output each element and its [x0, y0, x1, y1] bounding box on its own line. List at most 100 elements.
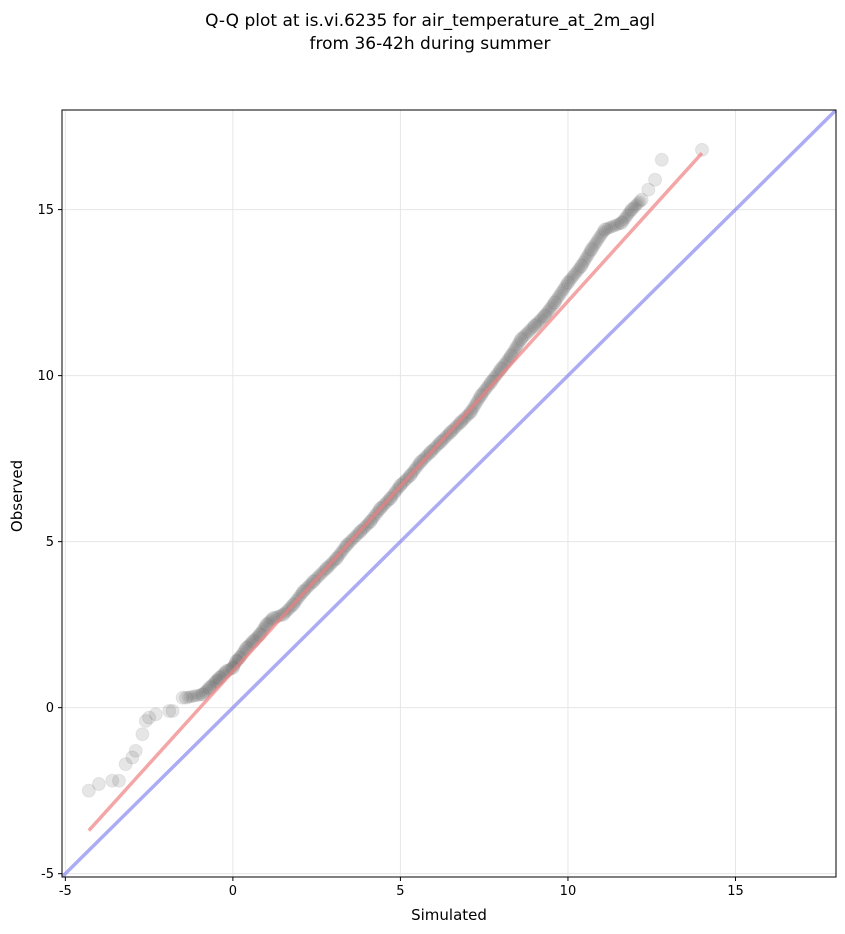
- data-point: [532, 315, 546, 329]
- data-point: [514, 332, 529, 347]
- data-point: [544, 301, 558, 315]
- data-point: [537, 308, 552, 323]
- data-point: [565, 271, 579, 285]
- data-point: [546, 297, 560, 311]
- axes-frame: [61, 109, 837, 878]
- y-tick-label: 0: [46, 701, 54, 716]
- data-point: [634, 192, 649, 207]
- data-point: [620, 209, 634, 223]
- data-point: [128, 743, 143, 758]
- data-point: [564, 272, 578, 286]
- data-point: [535, 312, 549, 326]
- data-point: [461, 408, 475, 422]
- plot-area: [62, 110, 836, 877]
- x-axis-label: Simulated: [411, 906, 487, 924]
- data-point: [573, 261, 587, 275]
- y-tick-label: -5: [41, 867, 54, 882]
- data-point: [91, 777, 106, 792]
- data-point: [175, 690, 190, 705]
- data-point: [572, 262, 586, 276]
- data-point: [626, 201, 640, 215]
- data-point: [550, 292, 564, 306]
- data-point: [554, 287, 568, 301]
- data-point: [142, 710, 157, 725]
- data-point: [648, 172, 663, 187]
- data-point: [105, 773, 120, 788]
- x-tick-label: 0: [229, 884, 237, 899]
- data-point: [594, 228, 608, 242]
- data-point: [605, 220, 619, 234]
- y-tick-label: 10: [37, 369, 54, 384]
- data-point: [613, 217, 627, 231]
- data-point: [587, 239, 601, 253]
- data-point: [581, 248, 595, 262]
- data-point: [588, 237, 602, 251]
- data-point: [513, 334, 527, 348]
- data-point: [529, 317, 543, 331]
- data-point: [629, 198, 643, 212]
- data-point: [506, 345, 520, 359]
- data-point: [533, 313, 547, 327]
- y-tick-label: 5: [46, 535, 54, 550]
- data-point: [562, 274, 576, 288]
- data-point: [225, 660, 240, 675]
- data-point: [178, 690, 193, 705]
- data-point: [568, 267, 582, 281]
- data-point: [125, 750, 140, 765]
- chart-subtitle: from 36-42h during summer: [310, 34, 551, 54]
- data-point: [516, 331, 530, 345]
- data-point: [623, 204, 637, 218]
- data-point: [586, 241, 600, 255]
- data-point: [165, 703, 180, 718]
- data-point: [624, 202, 639, 217]
- data-point: [556, 283, 570, 297]
- y-axis-label: Observed: [8, 460, 26, 532]
- data-point: [200, 683, 214, 697]
- data-point: [557, 281, 571, 295]
- data-point: [520, 326, 534, 340]
- data-point: [462, 407, 476, 421]
- fit-line: [87, 151, 704, 832]
- data-point: [135, 727, 150, 742]
- data-point: [616, 214, 630, 228]
- data-point: [545, 299, 559, 313]
- data-point: [578, 254, 592, 268]
- data-point: [579, 252, 593, 266]
- data-point: [566, 269, 580, 283]
- data-point: [603, 220, 617, 234]
- y-tick-label: 15: [37, 203, 54, 218]
- data-point: [570, 264, 584, 278]
- data-point: [654, 152, 669, 167]
- data-point: [627, 200, 641, 214]
- data-point: [465, 403, 479, 417]
- identity-line: [62, 110, 836, 877]
- data-point: [549, 294, 563, 308]
- data-point: [543, 302, 557, 316]
- data-point: [523, 323, 537, 337]
- data-point: [508, 341, 522, 355]
- data-point: [521, 325, 535, 339]
- data-point: [577, 255, 591, 269]
- data-point: [574, 259, 589, 274]
- data-point: [600, 222, 614, 236]
- data-point: [194, 688, 208, 702]
- data-point: [589, 235, 603, 249]
- data-point: [559, 279, 573, 293]
- data-point: [195, 687, 210, 702]
- data-point: [189, 689, 203, 703]
- data-point: [162, 703, 177, 718]
- data-point: [592, 232, 606, 246]
- data-point: [552, 288, 566, 302]
- data-point: [480, 380, 494, 394]
- data-point: [618, 211, 632, 225]
- data-point: [198, 685, 212, 699]
- data-point: [614, 215, 629, 230]
- x-tick-label: 5: [396, 884, 404, 899]
- x-tick-label: -5: [59, 884, 72, 899]
- data-point: [694, 142, 709, 157]
- chart-title: Q-Q plot at is.vi.6235 for air_temperatu…: [205, 11, 655, 31]
- data-point: [192, 688, 206, 702]
- data-point: [536, 310, 550, 324]
- data-point: [595, 226, 609, 240]
- data-point: [530, 316, 544, 330]
